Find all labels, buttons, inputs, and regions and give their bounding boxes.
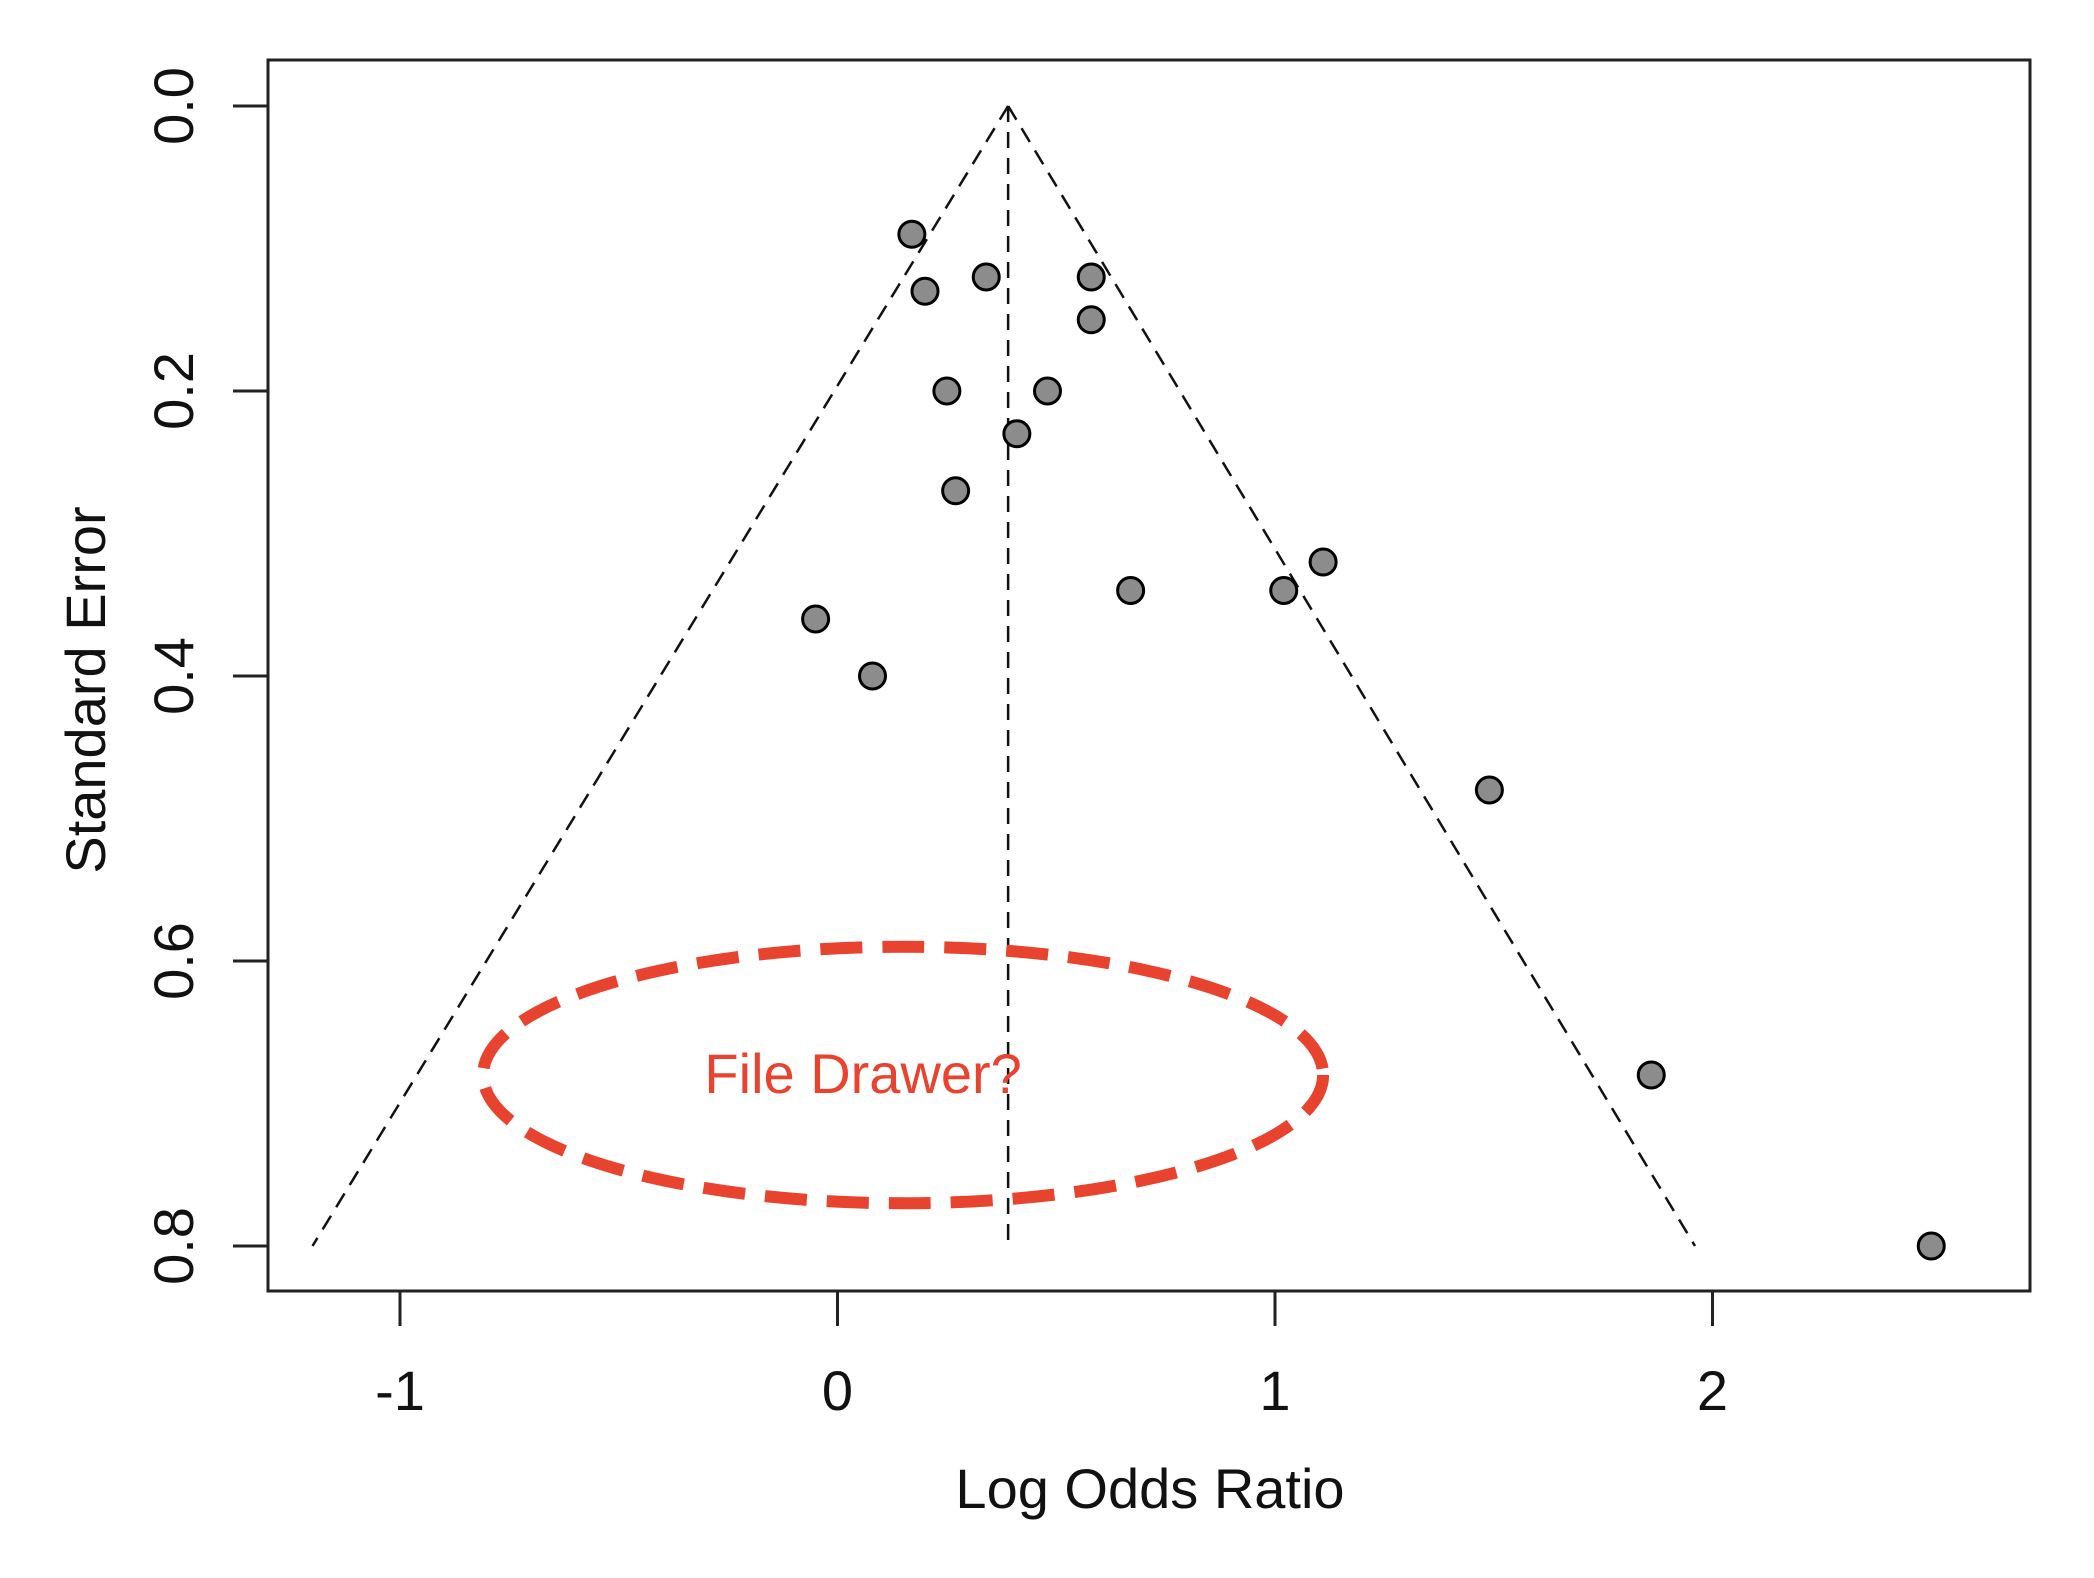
- y-tick-label: 0.0: [142, 67, 205, 145]
- data-point: [1076, 262, 1106, 292]
- plot-frame: [266, 58, 2032, 1293]
- funnel-right-line: [1007, 105, 1697, 1247]
- data-point: [1636, 1060, 1666, 1090]
- y-tick-label: 0.8: [142, 1207, 205, 1285]
- y-tick-label: 0.6: [142, 922, 205, 1000]
- data-point: [858, 661, 887, 691]
- file-drawer-label: File Drawer?: [704, 1042, 1021, 1105]
- data-point: [1116, 576, 1146, 605]
- x-tick-label: -1: [375, 1359, 425, 1422]
- data-point: [971, 262, 1001, 292]
- annotation-group: File Drawer?: [477, 940, 1330, 1210]
- y-tick-label: 0.4: [142, 637, 205, 715]
- data-point: [1916, 1231, 1946, 1261]
- data-point: [1308, 547, 1338, 577]
- data-point: [1002, 419, 1032, 449]
- data-point: [1076, 305, 1106, 335]
- data-points: [801, 219, 1946, 1261]
- data-point: [1269, 576, 1299, 605]
- data-point: [1474, 775, 1504, 805]
- y-axis: 0.0 0.2 0.4 0.6 0.8: [142, 67, 270, 1285]
- x-axis: -1 0 1 2: [375, 1289, 1728, 1422]
- data-point: [932, 376, 962, 406]
- x-tick-label: 2: [1697, 1359, 1728, 1422]
- funnel-lines: [311, 105, 1697, 1247]
- data-point: [1033, 376, 1062, 406]
- x-tick-label: 0: [822, 1359, 853, 1422]
- x-tick-label: 1: [1259, 1359, 1290, 1422]
- x-axis-title: Log Odds Ratio: [955, 1457, 1344, 1520]
- funnel-left-line: [311, 105, 1010, 1247]
- file-drawer-ellipse: [477, 940, 1330, 1210]
- data-point: [941, 476, 971, 506]
- data-point: [897, 219, 927, 249]
- data-point: [801, 604, 831, 634]
- data-point: [910, 276, 940, 306]
- y-axis-title: Standard Error: [54, 506, 117, 873]
- y-tick-label: 0.2: [142, 352, 205, 430]
